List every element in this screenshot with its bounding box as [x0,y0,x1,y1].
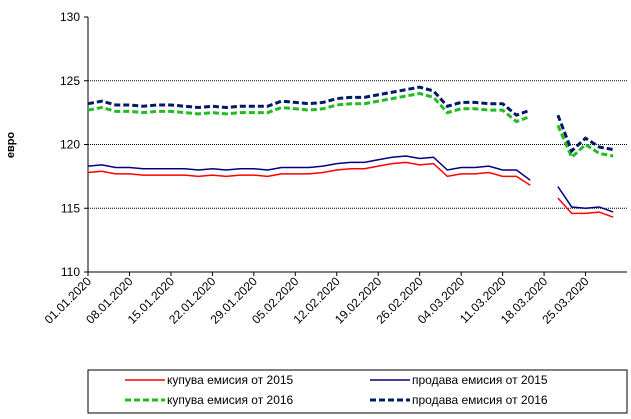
series-line [87,161,614,218]
series-line [87,155,614,213]
series-line [87,91,614,160]
legend-label: продава емисия от 2015 [412,373,548,387]
series-line [87,85,614,154]
legend-label: купува емисия от 2016 [167,393,294,407]
legend-box [87,369,628,414]
y-tick-label: 130 [60,10,80,24]
y-tick-label: 125 [60,74,80,88]
legend-label: купува емисия от 2015 [167,373,294,387]
y-tick-label: 110 [61,265,80,279]
y-tick-label: 120 [60,138,80,152]
y-tick-label: 115 [61,201,80,215]
y-axis-label: евро [5,132,17,159]
legend-label: продава емисия от 2016 [412,393,548,407]
